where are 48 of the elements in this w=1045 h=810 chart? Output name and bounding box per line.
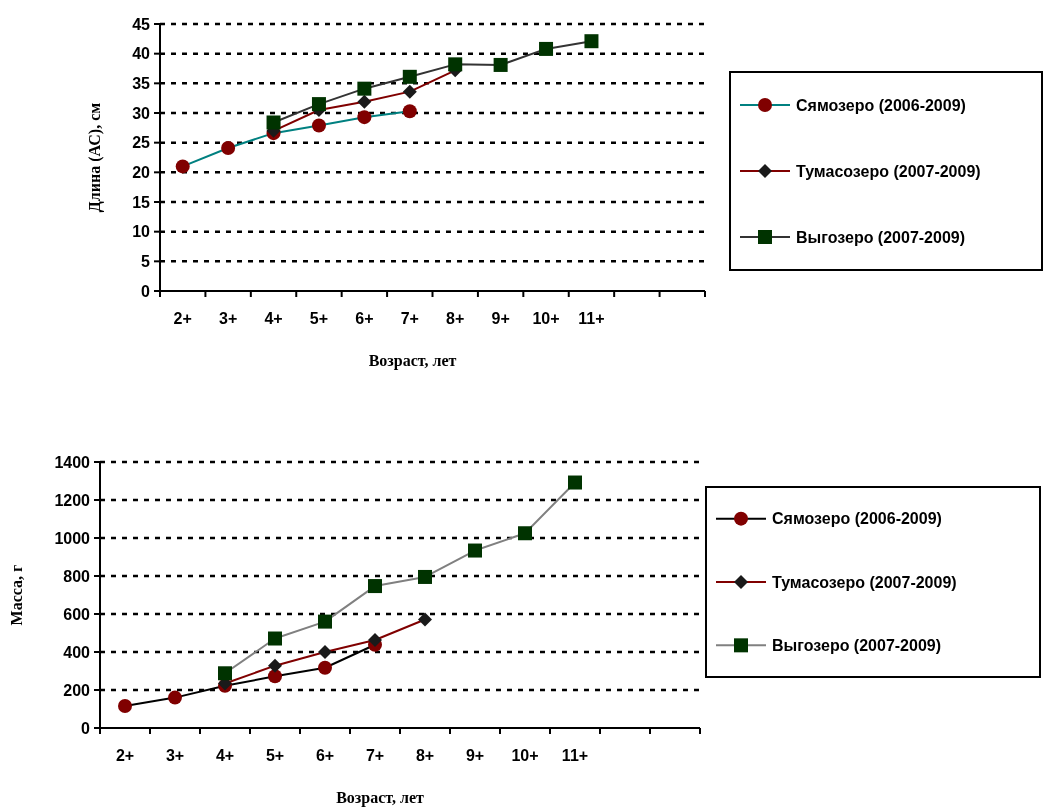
y-tick-label: 600 [63, 605, 91, 623]
x-tick-label: 2+ [173, 310, 192, 327]
x-tick-label: 8+ [446, 310, 465, 327]
x-tick-label: 11+ [578, 310, 605, 327]
legend-label: Выгозеро (2007-2009) [772, 636, 942, 654]
legend-label: Выгозеро (2007-2009) [796, 228, 966, 246]
legend-label: Тумасозеро (2007-2009) [772, 573, 957, 591]
y-tick-label: 800 [63, 567, 91, 585]
x-tick-label: 5+ [309, 310, 329, 327]
x-tick-label: 8+ [415, 747, 435, 764]
y-tick-label: 20 [132, 163, 151, 181]
x-axis-title: Возраст, лет [336, 789, 424, 807]
y-tick-label: 5 [141, 252, 151, 270]
x-tick-label: 4+ [215, 747, 235, 764]
x-tick-label: 6+ [315, 747, 335, 764]
x-tick-label: 6+ [355, 310, 374, 327]
x-tick-label: 3+ [219, 310, 238, 327]
y-tick-label: 0 [141, 282, 151, 300]
x-tick-label: 9+ [465, 747, 485, 764]
y-axis-title: Масса, г [8, 564, 25, 626]
y-tick-label: 40 [132, 45, 151, 63]
y-tick-label: 30 [132, 104, 151, 122]
y-tick-label: 1000 [54, 529, 91, 547]
y-tick-label: 10 [132, 223, 151, 241]
y-tick-label: 200 [63, 681, 91, 699]
y-tick-label: 35 [132, 74, 151, 92]
y-axis-title: Длина (АС), см [86, 102, 104, 213]
y-tick-label: 45 [132, 15, 151, 33]
y-tick-label: 0 [81, 719, 91, 737]
y-tick-label: 400 [63, 643, 91, 661]
x-tick-label: 11+ [561, 747, 589, 764]
y-tick-label: 1200 [54, 491, 91, 509]
y-tick-label: 1400 [54, 453, 91, 471]
x-tick-label: 5+ [265, 747, 285, 764]
x-tick-label: 10+ [511, 747, 539, 764]
x-tick-label: 7+ [400, 310, 419, 327]
x-tick-label: 7+ [365, 747, 385, 764]
x-tick-label: 10+ [532, 310, 560, 327]
x-tick-label: 4+ [264, 310, 283, 327]
legend-label: Сямозеро (2006-2009) [772, 510, 942, 528]
x-tick-label: 9+ [491, 310, 510, 327]
legend-label: Тумасозеро (2007-2009) [796, 162, 981, 180]
y-tick-label: 15 [132, 193, 151, 211]
legend-label: Сямозеро (2006-2009) [796, 96, 966, 114]
x-axis-title: Возраст, лет [368, 352, 457, 370]
y-tick-label: 25 [132, 134, 151, 152]
x-tick-label: 2+ [115, 747, 135, 764]
x-tick-label: 3+ [165, 747, 185, 764]
